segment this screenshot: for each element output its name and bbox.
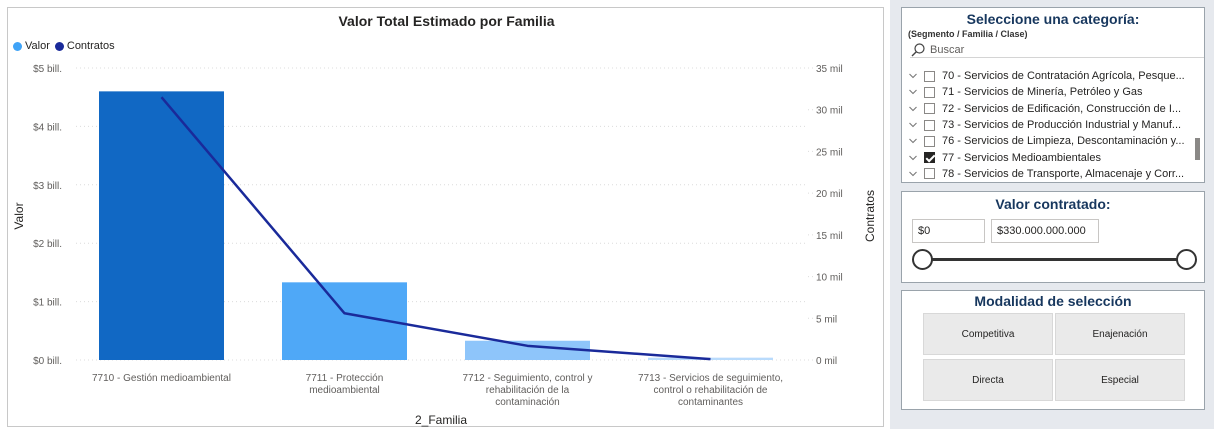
legend-label-valor: Valor: [25, 40, 50, 52]
checkbox[interactable]: [924, 135, 935, 147]
y2-tick-label: 10 mil: [816, 273, 843, 284]
x-tick-label: rehabilitación de la: [486, 385, 570, 396]
option-especial[interactable]: Especial: [1055, 359, 1185, 401]
chevron-down-icon[interactable]: [908, 87, 918, 97]
value-slicer-title: Valor contratado:: [995, 196, 1111, 212]
modalidad-title: Modalidad de selección: [974, 293, 1132, 309]
checkbox[interactable]: [924, 86, 935, 98]
y2-tick-label: 35 mil: [816, 64, 843, 75]
x-tick-label: 7712 - Seguimiento, control y: [462, 373, 592, 384]
y-tick-label: $0 bill.: [33, 356, 62, 367]
category-item[interactable]: 70 - Servicios de Contratación Agrícola,…: [908, 68, 1194, 84]
chevron-down-icon[interactable]: [908, 169, 918, 179]
contratos-line: [160, 96, 711, 361]
category-item-label: 78 - Servicios de Transporte, Almacenaje…: [942, 167, 1185, 180]
y2-tick-label: 20 mil: [816, 189, 843, 200]
option-directa[interactable]: Directa: [923, 359, 1053, 401]
chart-title: Valor Total Estimado por Familia: [338, 13, 555, 29]
category-item[interactable]: 77 - Servicios Medioambientales: [908, 149, 1194, 165]
chevron-down-icon[interactable]: [908, 104, 918, 114]
y-tick-label: $2 bill.: [33, 239, 62, 250]
modalidad-slicer: Modalidad de selección Competitiva Enaje…: [901, 290, 1205, 410]
y-axis-title: Valor: [12, 202, 26, 229]
x-tick-label: contaminantes: [678, 397, 743, 408]
category-item-label: 77 - Servicios Medioambientales: [942, 151, 1101, 164]
bar: [99, 91, 224, 361]
x-tick-label: 7711 - Protección: [306, 373, 384, 384]
search-icon: [911, 42, 925, 56]
max-value-input[interactable]: [991, 219, 1099, 243]
y2-tick-label: 0 mil: [816, 356, 837, 367]
y-tick-label: $4 bill.: [33, 122, 62, 133]
category-item[interactable]: 76 - Servicios de Limpieza, Descontamina…: [908, 133, 1194, 149]
legend-marker-valor: [13, 41, 22, 51]
category-item-label: 70 - Servicios de Contratación Agrícola,…: [942, 70, 1185, 83]
category-item[interactable]: 73 - Servicios de Producción Industrial …: [908, 117, 1194, 133]
category-slicer: Seleccione una categoría: (Segmento / Fa…: [901, 7, 1205, 183]
option-enajenacion[interactable]: Enajenación: [1055, 313, 1185, 355]
y-tick-label: $1 bill.: [33, 298, 62, 309]
x-tick-label: 7713 - Servicios de seguimiento,: [638, 373, 783, 384]
x-tick-label: control o rehabilitación de: [654, 385, 768, 396]
legend-item-valor[interactable]: Valor: [13, 40, 50, 52]
category-item-label: 71 - Servicios de Minería, Petróleo y Ga…: [942, 86, 1143, 99]
y2-axis-title: Contratos: [863, 190, 877, 242]
x-axis-title: 2_Familia: [415, 413, 467, 427]
min-value-input[interactable]: [912, 219, 985, 243]
slider-handle-min[interactable]: [911, 249, 933, 270]
checkbox[interactable]: [924, 119, 935, 131]
category-item[interactable]: 72 - Servicios de Edificación, Construcc…: [908, 101, 1194, 117]
checkbox[interactable]: [924, 70, 935, 82]
legend-label-contratos: Contratos: [66, 40, 115, 52]
category-item-label: 72 - Servicios de Edificación, Construcc…: [942, 102, 1182, 115]
search-box[interactable]: Buscar: [910, 42, 1204, 58]
y2-tick-label: 30 mil: [816, 106, 843, 117]
legend-marker-contratos: [54, 41, 64, 51]
category-item-label: 73 - Servicios de Producción Industrial …: [942, 119, 1182, 132]
y-tick-label: $3 bill.: [33, 181, 62, 192]
category-item[interactable]: 71 - Servicios de Minería, Petróleo y Ga…: [908, 84, 1194, 100]
slider-handle-max[interactable]: [1175, 249, 1197, 270]
y2-tick-label: 5 mil: [816, 314, 837, 325]
chevron-down-icon[interactable]: [908, 120, 918, 130]
chevron-down-icon[interactable]: [908, 71, 918, 81]
combo-chart: $0 bill. $1 bill. $2 bill. $3 bill. $4 bill.…: [12, 64, 877, 427]
list-scrollbar[interactable]: [1195, 138, 1200, 160]
y2-tick-label: 25 mil: [816, 147, 843, 158]
category-slicer-title: Seleccione una categoría:: [966, 11, 1140, 27]
value-slicer: Valor contratado:: [901, 191, 1205, 283]
chevron-down-icon[interactable]: [908, 153, 918, 163]
category-list: 70 - Servicios de Contratación Agrícola,…: [908, 68, 1194, 182]
checkbox-checked[interactable]: [924, 152, 935, 164]
x-tick-label: 7710 - Gestión medioambiental: [92, 373, 231, 384]
category-item-label: 76 - Servicios de Limpieza, Descontamina…: [942, 135, 1185, 148]
chart-panel: $0 bill. $1 bill. $2 bill. $3 bill. $4 bill.…: [7, 7, 884, 427]
option-competitiva[interactable]: Competitiva: [923, 313, 1053, 355]
legend-item-contratos[interactable]: Contratos: [54, 40, 115, 52]
filter-panel: Seleccione una categoría: (Segmento / Fa…: [890, 0, 1214, 429]
checkbox[interactable]: [924, 103, 935, 115]
x-tick-label: contaminación: [495, 397, 559, 408]
x-tick-label: medioambiental: [309, 385, 380, 396]
category-slicer-subtitle: (Segmento / Familia / Clase): [908, 29, 1028, 39]
search-input[interactable]: Buscar: [930, 43, 965, 56]
category-item[interactable]: 78 - Servicios de Transporte, Almacenaje…: [908, 166, 1194, 182]
chart-legend: Valor Contratos: [13, 40, 120, 52]
y-tick-label: $5 bill.: [33, 64, 62, 75]
slider-track[interactable]: [922, 258, 1186, 261]
chevron-down-icon[interactable]: [908, 136, 918, 146]
bar: [465, 340, 590, 360]
checkbox[interactable]: [924, 168, 935, 180]
y2-tick-label: 15 mil: [816, 231, 843, 242]
